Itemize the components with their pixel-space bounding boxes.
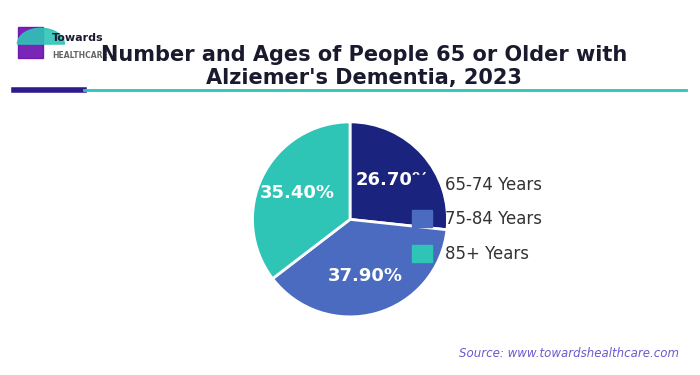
Text: Number and Ages of People 65 or Older with
Alziemer's Dementia, 2023: Number and Ages of People 65 or Older wi… [101, 45, 627, 88]
Text: HEALTHCARE: HEALTHCARE [52, 51, 108, 60]
Text: Towards: Towards [52, 33, 104, 44]
Legend: 65-74 Years, 75-84 Years, 85+ Years: 65-74 Years, 75-84 Years, 85+ Years [412, 176, 542, 263]
Wedge shape [350, 122, 447, 230]
Text: 37.90%: 37.90% [328, 267, 403, 285]
Wedge shape [18, 28, 64, 44]
Wedge shape [253, 122, 350, 279]
Polygon shape [18, 27, 43, 58]
Text: 35.40%: 35.40% [260, 184, 335, 202]
Text: Source: www.towardshealthcare.com: Source: www.towardshealthcare.com [459, 347, 679, 360]
Text: 26.70%: 26.70% [356, 171, 431, 189]
Wedge shape [272, 219, 447, 317]
